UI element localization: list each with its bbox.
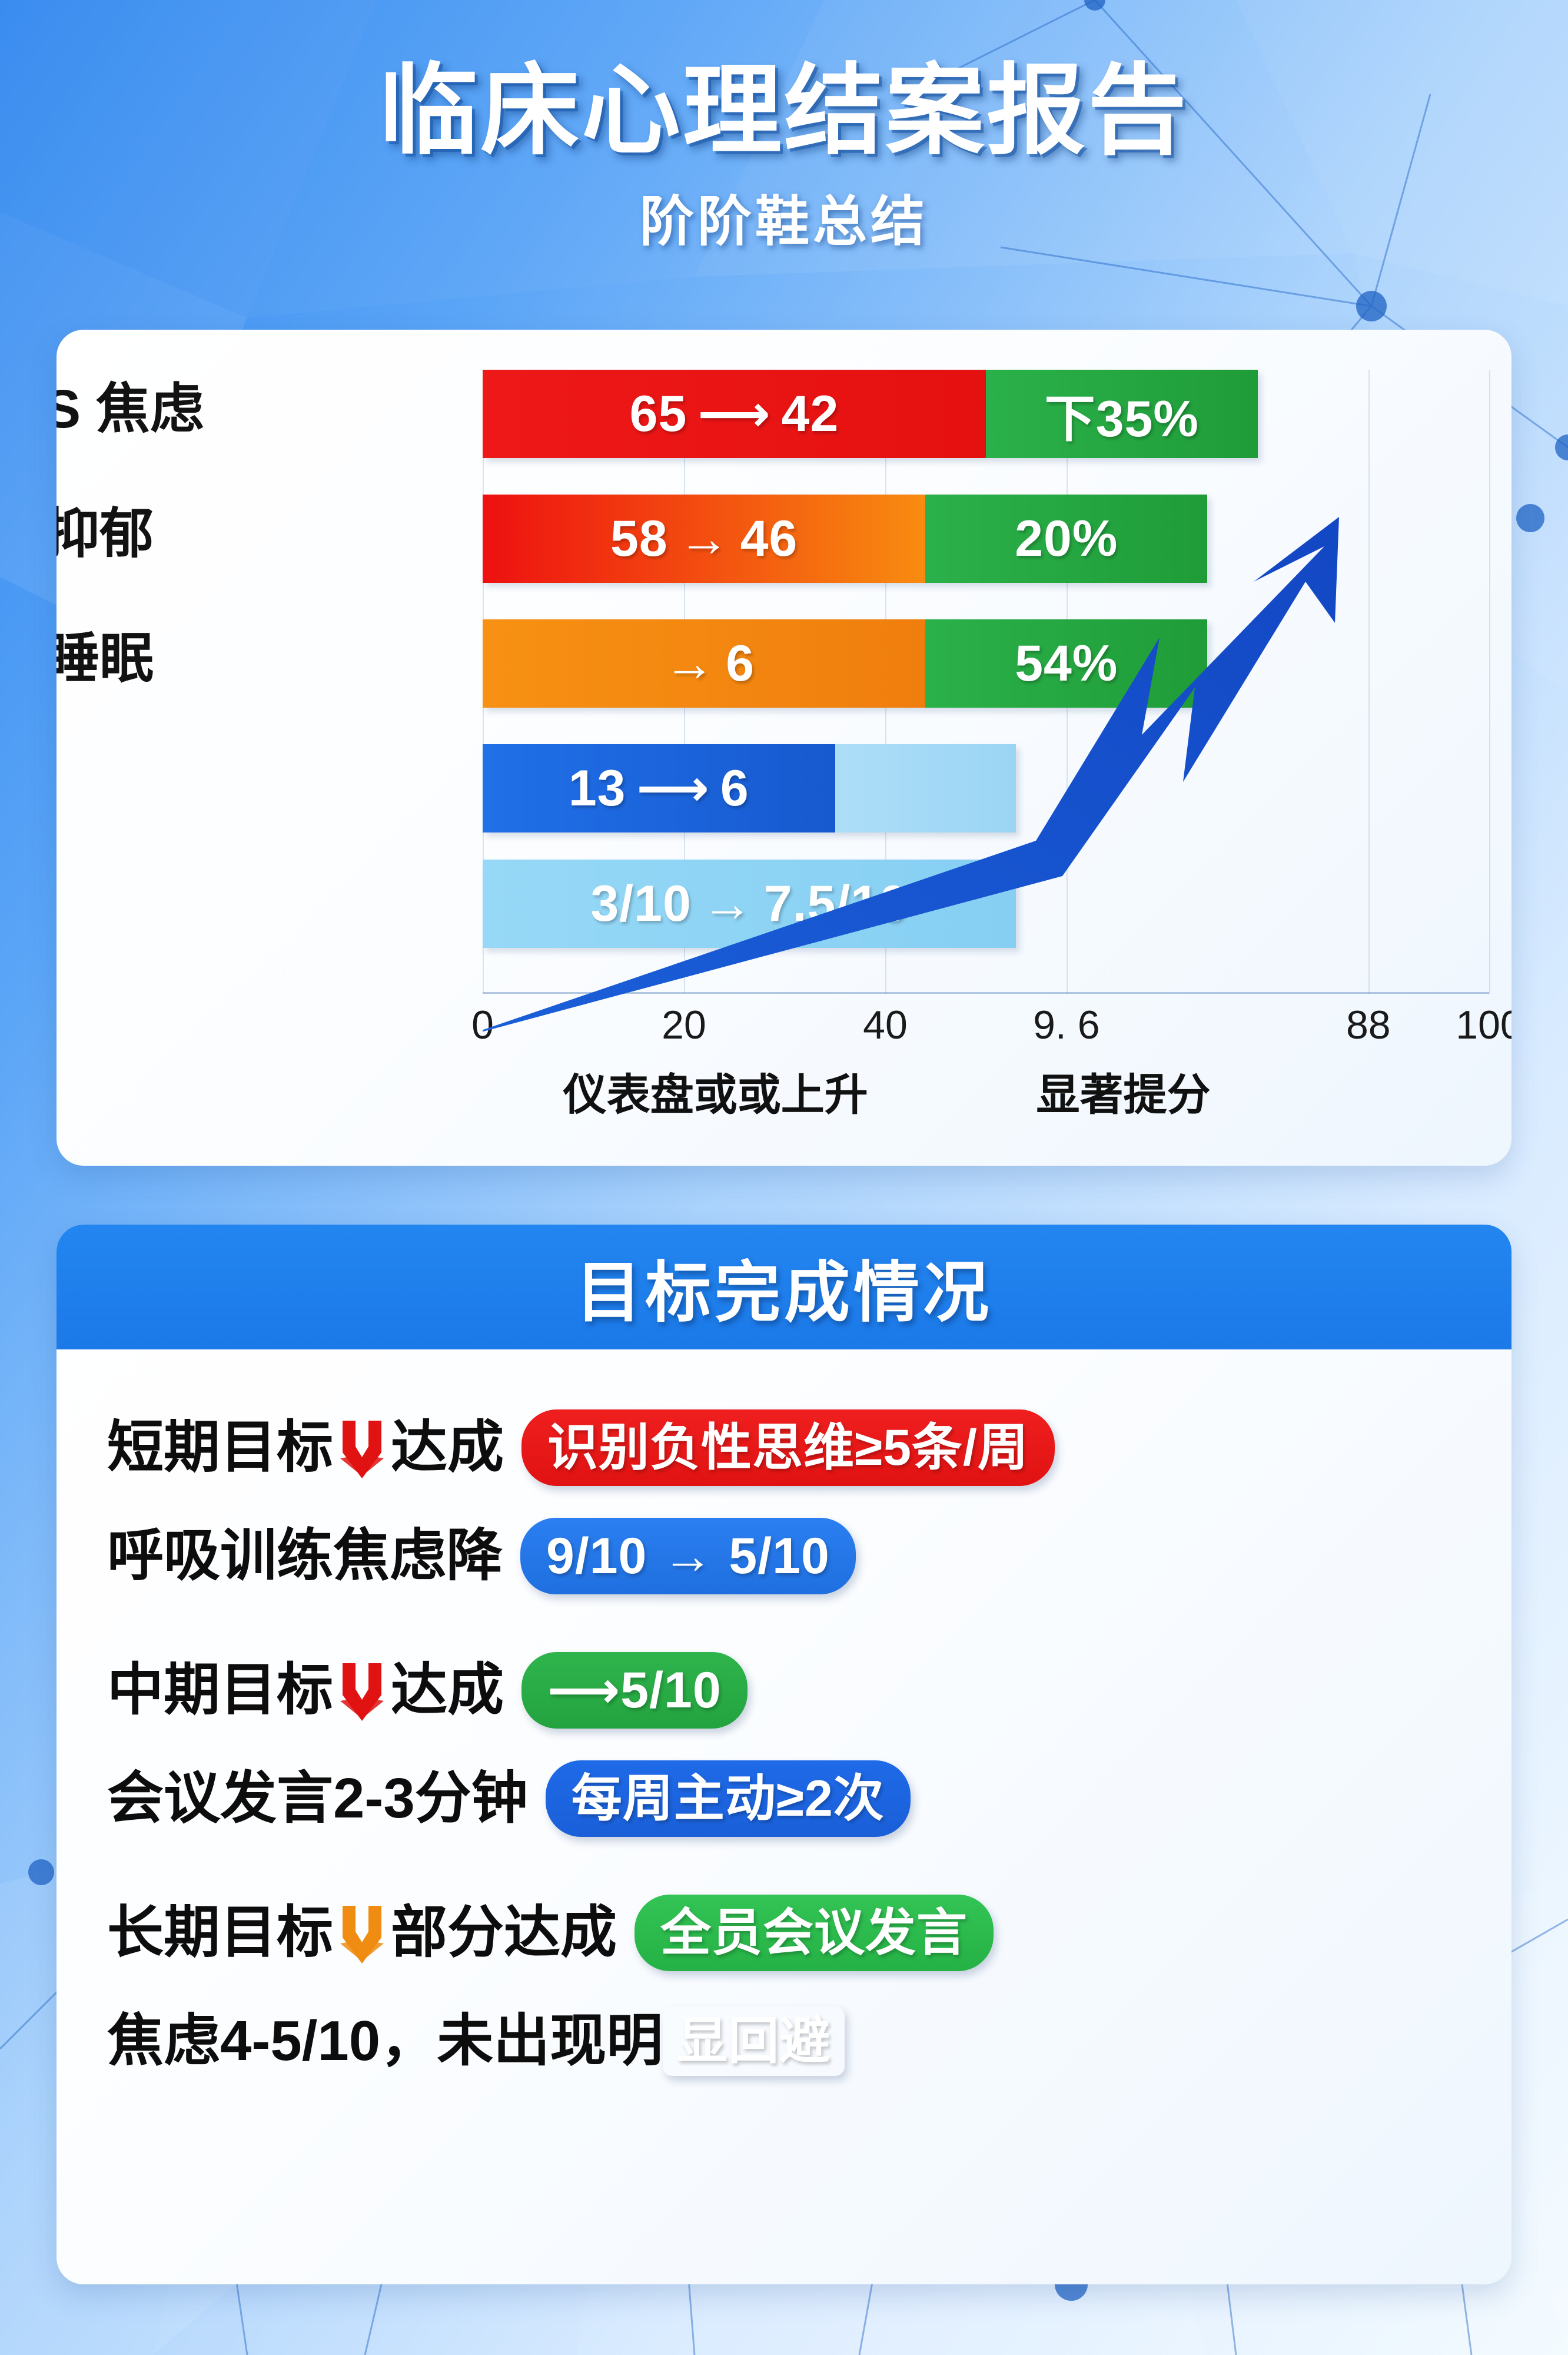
goal-completion-card: 目标完成情况 短期目标 达成 识别负性思维≥5条/周 呼吸训练焦虑降 9/10 → 5/1… [57,1225,1511,2284]
goal-label-before: 中期目标 [107,1659,333,1722]
chart-category-label: SAS 焦虑 [57,379,204,439]
bar-value-before: 13 [568,759,626,817]
chart-bar-segment: 20% [925,495,1208,583]
goal-label: 中期目标 达成 [107,1660,504,1721]
goal-label-after: 达成 [391,1659,504,1722]
right-arrow-icon: → [664,635,716,692]
bar-value-before: 65 [629,385,687,442]
down-arrow-icon [340,1906,384,1963]
chart-bar-segment: 3/10 → 7.5/10 [483,860,1016,948]
badge-value-before: ⟶ [547,1661,621,1719]
x-axis-tick-label: 9. 6 [1033,1003,1100,1047]
right-arrow-icon: → [662,1527,714,1584]
down-arrow-icon [340,1421,384,1478]
chart-bar-row: 自我效能感3/10→7.5/10 [483,860,1016,948]
goal-row: 焦虑4-5/10，未出现明 显回避 [57,1997,1511,2085]
goals-list: 短期目标 达成 识别负性思维≥5条/周 呼吸训练焦虑降 9/10 → 5/10 中期目标 达成… [57,1349,1511,2085]
goal-label-before: 焦虑4-5/10，未出现明 [107,2009,663,2072]
x-axis-tick-label: 88 [1346,1003,1391,1047]
goals-section-header: 目标完成情况 [57,1225,1511,1349]
right-arrow-icon: → [702,875,753,932]
goal-status-badge[interactable]: 识别负性思维≥5条/周 [521,1409,1055,1487]
goal-status-badge[interactable]: 每周主动≥2次 [545,1760,911,1837]
page-title: 临床心理结案报告 [379,55,1189,166]
down-arrow-red-icon [337,1417,387,1478]
bar-value-before: 58 [610,510,668,567]
poster-header: 临床心理结案报告 阶阶鞋总结 [0,0,1568,330]
chart-gridline [1368,370,1370,994]
goal-status-badge[interactable]: 显回避 [663,2006,845,2076]
goal-label-after: 达成 [391,1416,504,1479]
goal-label-before: 长期目标 [107,1901,333,1964]
chart-bar-segment: 58 → 46 [483,495,926,583]
goal-label-before: 呼吸训练焦虑降 [107,1524,503,1587]
bar-value-after: 6 [720,759,749,817]
chart-bar-segment: 下35% [986,370,1258,458]
goal-row: 中期目标 达成 ⟶ 5/10 [57,1646,1511,1734]
chart-x-axis [483,992,1489,994]
goal-label: 短期目标 达成 [107,1417,504,1478]
x-axis-caption: 显著提分 [1036,1070,1211,1119]
goal-row: 短期目标 达成 识别负性思维≥5条/周 [57,1404,1511,1492]
right-arrow-icon: → [678,510,730,567]
chart-bar-row: SAS 焦虑 65⟶42 下35% [57,370,1258,458]
bar-value-after: 6 [726,635,755,692]
down-arrow-orange-icon [337,1902,387,1963]
chart-bar-segment: 13 ⟶ 6 [483,744,835,832]
chart-category-label: PSQI 睡眠 [57,629,154,689]
bar-value-label: 20% [1015,510,1118,567]
x-axis-tick-label: 40 [863,1003,908,1047]
right-arrow-icon: ⟶ [636,760,710,817]
chart-bar-segment: 54% [925,619,1208,708]
chart-category-label: SDS 抑郁 [57,504,154,564]
chart-bar-segment: 65 ⟶ 42 [483,370,986,458]
goal-label-after: 部分达成 [391,1901,617,1964]
badge-value-after: 5/10 [729,1527,830,1584]
bar-value-after: 7.5/10 [763,875,908,932]
goal-status-badge[interactable]: 9/10 → 5/10 [520,1517,856,1595]
goal-status-badge[interactable]: ⟶ 5/10 [521,1651,748,1729]
goals-section-title: 目标完成情况 [576,1256,992,1329]
chart-bar-segment: → 6 [483,619,926,708]
goal-status-badge[interactable]: 全员会议发言 [634,1894,994,1972]
x-axis-caption: 仪表盘或或上升 [563,1070,868,1119]
goal-label-before: 短期目标 [107,1416,333,1479]
goal-label: 长期目标 部分达成 [107,1902,617,1963]
goal-row: 会议发言2-3分钟 每周主动≥2次 [57,1754,1511,1843]
badge-value-before: 9/10 [546,1527,647,1584]
down-arrow-icon [340,1663,384,1721]
chart-gridline [1489,370,1490,994]
goal-label: 呼吸训练焦虑降 [107,1528,503,1584]
goal-label: 会议发言2-3分钟 [107,1770,528,1827]
bar-value-before: 3/10 [590,875,692,932]
right-arrow-icon: ⟶ [697,386,771,442]
goal-label-before: 会议发言2-3分钟 [107,1767,528,1830]
chart-bar-row: PSQI 睡眠 →6 54% [57,619,1208,708]
chart-bar-row: 改善率54%13⟶6 [483,744,1016,832]
down-arrow-red-icon [337,1660,387,1721]
goal-label: 焦虑4-5/10，未出现明 [107,2013,663,2069]
x-axis-tick-label: 20 [662,1003,706,1047]
goal-row: 长期目标 部分达成 全员会议发言 [57,1889,1511,1977]
bar-value-after: 46 [740,510,798,567]
bar-value-label: 下35% [1044,390,1199,447]
x-axis-tick-label: 100 [1456,1003,1511,1047]
chart-bar-row: SDS 抑郁 58→46 20% [57,495,1208,583]
bar-value-label: 54% [1015,635,1118,692]
bar-value-after: 42 [781,385,839,442]
goal-row: 呼吸训练焦虑降 9/10 → 5/10 [57,1512,1511,1600]
page-subtitle: 阶阶鞋总结 [639,192,928,253]
x-axis-tick-label: 0 [471,1003,494,1047]
chart-bar-segment [835,744,1016,832]
badge-value-after: 5/10 [620,1661,722,1719]
